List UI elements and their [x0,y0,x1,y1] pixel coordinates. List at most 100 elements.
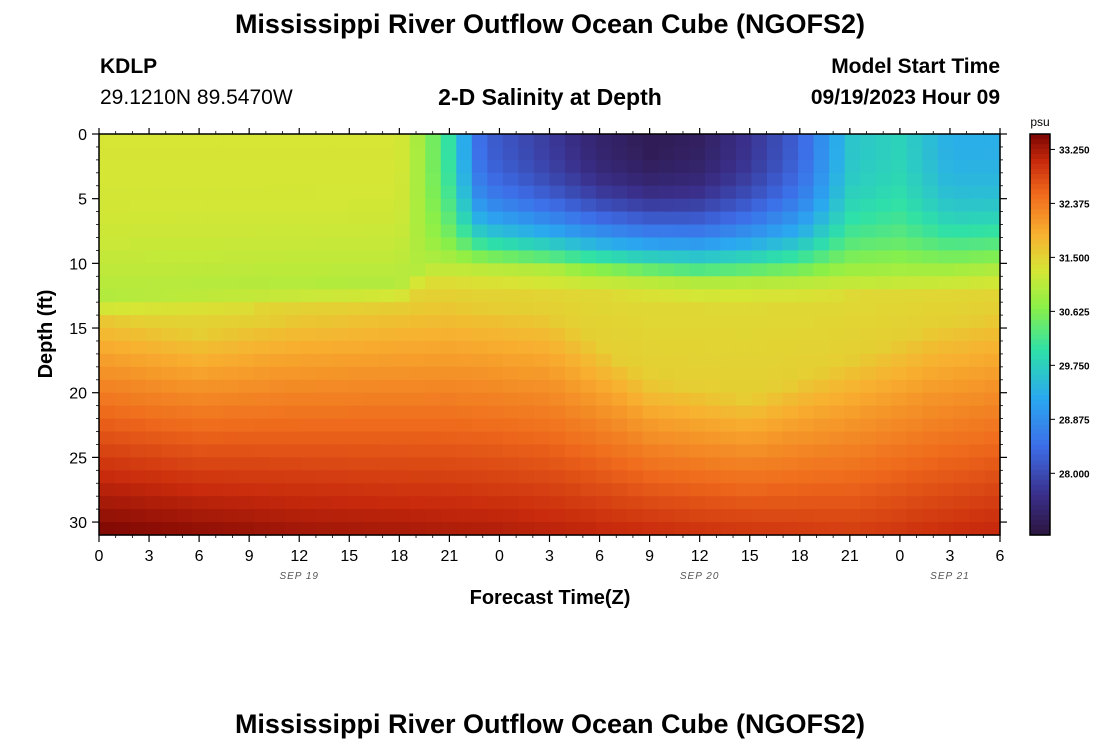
heatmap-cell [611,289,628,303]
heatmap-cell [99,315,116,329]
heatmap-cell [238,509,255,523]
heatmap-cell [145,431,162,446]
heatmap-cell [689,328,706,342]
heatmap-cell [316,224,333,239]
heatmap-cell [658,431,675,446]
heatmap-cell [440,146,457,161]
heatmap-cell [642,263,659,277]
heatmap-cell [425,237,442,252]
heatmap-cell [332,172,349,187]
colorbar-segment [1030,329,1050,336]
heatmap-cell [285,315,302,329]
heatmap-cell [223,522,240,536]
heatmap-cell [223,483,240,497]
heatmap-cell [207,289,224,303]
heatmap-cell [269,457,287,471]
heatmap-cell [316,172,333,187]
heatmap-cell [207,198,224,213]
heatmap-cell [642,496,659,510]
heatmap-cell [673,211,690,226]
heatmap-cell [549,483,566,497]
heatmap-cell [316,134,333,148]
heatmap-cell [627,134,644,148]
heatmap-cell [968,392,986,407]
heatmap-cell [844,185,861,200]
heatmap-cell [611,431,628,446]
heatmap-cell [238,418,255,433]
heatmap-cell [782,405,799,420]
heatmap-cell [192,340,209,355]
heatmap-cell [875,509,892,523]
heatmap-cell [875,328,892,342]
heatmap-cell [720,185,737,200]
heatmap-cell [114,353,131,368]
heatmap-cell [813,457,830,471]
heatmap-cell [533,366,551,381]
heatmap-cell [549,211,566,226]
heatmap-cell [813,134,830,148]
heatmap-cell [813,146,830,161]
heatmap-cell [611,509,628,523]
heatmap-cell [813,172,830,187]
heatmap-cell [860,315,877,329]
heatmap-cell [269,276,287,290]
heatmap-cell [285,237,302,252]
heatmap-cell [347,328,364,342]
heatmap-cell [875,315,892,329]
heatmap-cell [565,211,582,226]
heatmap-cell [487,522,504,536]
heatmap-cell [238,353,255,368]
heatmap-cell [456,379,473,394]
model-start-label: Model Start Time [831,55,1000,78]
heatmap-cell [471,315,488,329]
heatmap-cell [487,392,504,407]
heatmap-cell [829,146,846,161]
heatmap-cell [860,159,877,174]
heatmap-cell [906,172,923,187]
heatmap-cell [922,172,939,187]
colorbar-segment [1030,274,1050,280]
heatmap-cell [751,418,768,433]
colorbar-segment [1030,214,1050,220]
heatmap-cell [316,315,333,329]
colorbar-segment [1030,334,1050,341]
heatmap-cell [596,379,613,394]
heatmap-cell [937,457,954,471]
y-tick-label: 15 [69,321,87,338]
heatmap-cell [704,302,721,316]
colorbar-segment [1030,159,1050,165]
heatmap-cell [99,444,116,458]
heatmap-cell [735,522,753,536]
heatmap-cell [223,470,240,484]
heatmap-cell [378,159,395,174]
colorbar-segment [1030,169,1050,175]
heatmap-cell [922,250,939,264]
heatmap-cell [300,418,318,433]
heatmap-cell [487,379,504,394]
heatmap-cell [689,509,706,523]
heatmap-cell [300,276,318,290]
heatmap-cell [440,302,457,316]
heatmap-cell [751,392,768,407]
colorbar-segment [1030,474,1050,481]
heatmap-cell [751,263,768,277]
heatmap-cell [487,263,504,277]
heatmap-cell [549,302,566,316]
heatmap-cell [984,483,1001,497]
heatmap-cell [99,483,116,497]
heatmap-cell [207,250,224,264]
heatmap-cell [130,470,147,484]
heatmap-cell [937,315,954,329]
heatmap-cell [238,302,255,316]
heatmap-cell [937,289,954,303]
heatmap-cell [207,276,224,290]
heatmap-cell [502,315,520,329]
colorbar-segment [1030,184,1050,190]
heatmap-cell [720,392,737,407]
heatmap-cell [254,315,271,329]
heatmap-cell [549,198,566,213]
heatmap-cell [984,379,1001,394]
heatmap-cell [114,237,131,252]
heatmap-cell [565,134,582,148]
heatmap-cell [378,276,395,290]
